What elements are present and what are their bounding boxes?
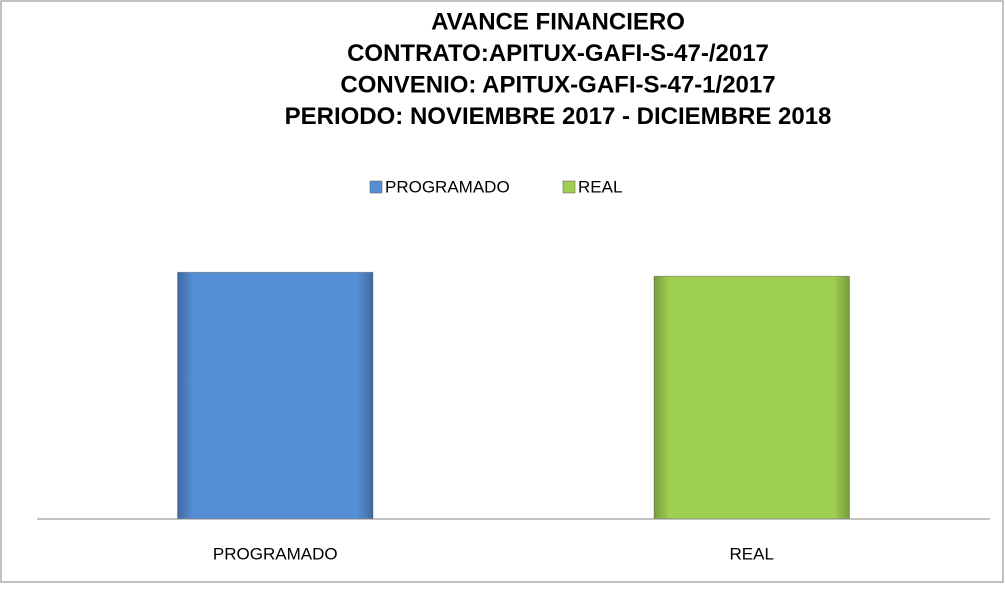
- chart-title: AVANCE FINANCIERO: [431, 8, 685, 35]
- x-tick-label: PROGRAMADO: [213, 544, 338, 563]
- chart-title: CONTRATO:APITUX-GAFI-S-47-/2017: [347, 40, 769, 67]
- bar-shade: [654, 276, 850, 519]
- legend-swatch: [369, 180, 383, 194]
- chart-title: CONVENIO: APITUX-GAFI-S-47-1/2017: [340, 71, 775, 98]
- legend-label: REAL: [578, 177, 622, 196]
- x-tick-label: REAL: [730, 544, 774, 563]
- legend-swatch: [562, 180, 576, 194]
- chart-title: PERIODO: NOVIEMBRE 2017 - DICIEMBRE 2018: [285, 103, 832, 130]
- legend-label: PROGRAMADO: [385, 177, 510, 196]
- bar-shade: [177, 272, 373, 519]
